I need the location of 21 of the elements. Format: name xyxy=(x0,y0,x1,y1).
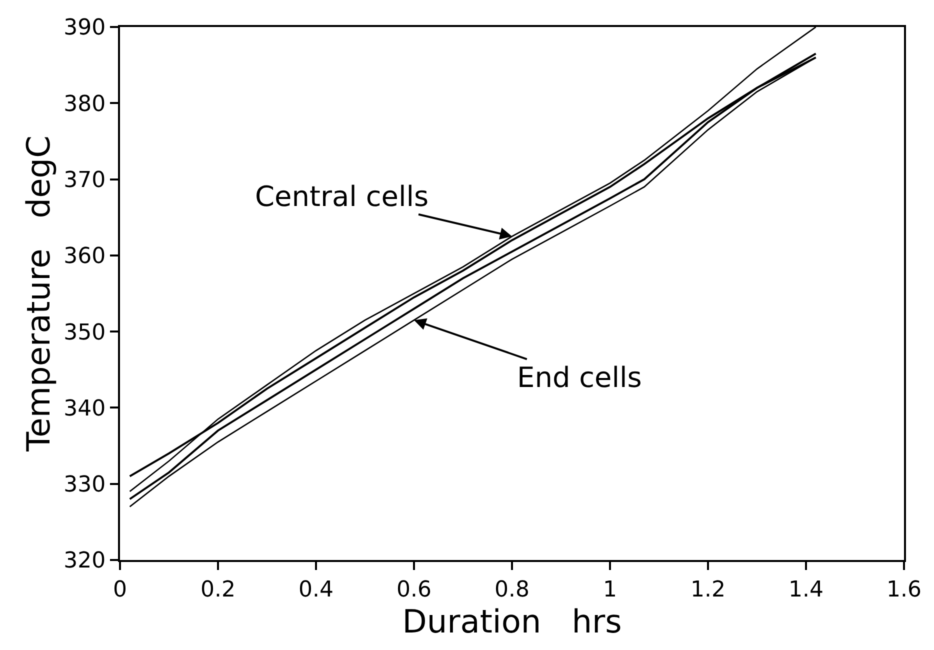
y-axis-title: Temperature degC xyxy=(19,136,58,452)
y-tick-label: 340 xyxy=(64,396,106,422)
x-tick-label: 1 xyxy=(603,577,617,602)
y-tick-label: 350 xyxy=(64,320,106,346)
x-tick-label: 0.4 xyxy=(298,577,334,602)
x-tick-label: 0.2 xyxy=(200,577,236,602)
x-tick-label: 1.4 xyxy=(788,577,824,602)
x-tick-label: 0.6 xyxy=(396,577,432,602)
x-axis-title: Duration hrs xyxy=(402,602,622,640)
x-tick-label: 1.6 xyxy=(886,577,922,602)
y-tick-label: 390 xyxy=(64,16,106,41)
y-tick-label: 320 xyxy=(64,548,106,574)
y-tick-label: 330 xyxy=(64,472,106,498)
y-tick-label: 370 xyxy=(64,168,106,193)
y-tick-label: 380 xyxy=(64,92,106,117)
y-tick-label: 360 xyxy=(64,244,106,270)
x-tick-label: 0 xyxy=(113,577,127,602)
annotation: End cells xyxy=(517,361,642,394)
x-tick-label: 0.8 xyxy=(494,577,530,602)
x-tick-label: 1.2 xyxy=(690,577,726,602)
annotation: Central cells xyxy=(255,180,429,213)
